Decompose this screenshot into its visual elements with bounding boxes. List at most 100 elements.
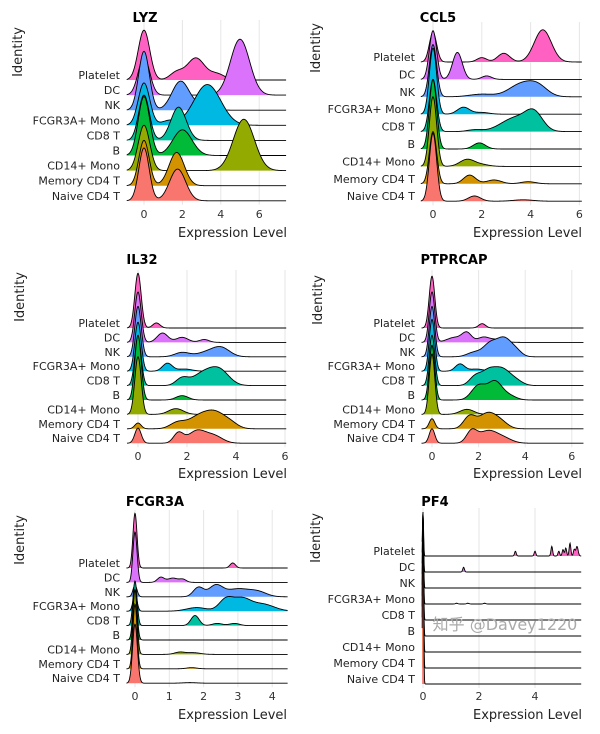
ridge-cd8-t bbox=[420, 79, 582, 132]
ridge-outline bbox=[126, 118, 287, 172]
y-tick-label: DC bbox=[104, 571, 120, 584]
ridge-outline bbox=[421, 512, 582, 637]
ridge-outline bbox=[126, 321, 287, 372]
y-tick-label: FCGR3A+ Mono bbox=[33, 114, 121, 127]
ridge-outline bbox=[421, 512, 582, 653]
y-tick-label: Memory CD4 T bbox=[333, 418, 415, 431]
y-axis-title: Identity bbox=[13, 272, 28, 322]
ridge-naive-cd4-t bbox=[126, 428, 287, 444]
y-axis-title: Identity bbox=[11, 27, 26, 77]
ridge-fcgr3a-mono bbox=[126, 593, 288, 612]
y-tick-label: Platelet bbox=[78, 557, 120, 570]
ridge-outline bbox=[126, 82, 287, 126]
panel-title: PTPRCAP bbox=[420, 253, 487, 268]
y-tick-label: NK bbox=[400, 86, 416, 99]
ridge-outline bbox=[421, 275, 584, 329]
x-tick-label: 4 bbox=[269, 690, 276, 703]
ridge-outline bbox=[126, 623, 288, 684]
watermark: 知乎 @Davey1220 bbox=[433, 615, 578, 634]
ridge-outline bbox=[126, 305, 287, 358]
ridge-nk bbox=[422, 512, 582, 588]
ridge-outline bbox=[420, 78, 582, 133]
x-tick-label: 2 bbox=[184, 450, 191, 463]
panel-title: FCGR3A bbox=[126, 495, 184, 510]
ridge-outline bbox=[126, 583, 288, 598]
ridge-outline bbox=[126, 336, 287, 387]
panel-title: IL32 bbox=[126, 253, 157, 268]
y-tick-label: CD14+ Mono bbox=[342, 641, 415, 654]
ridge-outline bbox=[421, 512, 582, 589]
y-tick-label: DC bbox=[104, 331, 120, 344]
y-tick-label: CD14+ Mono bbox=[47, 160, 120, 173]
x-tick-label: 6 bbox=[282, 450, 289, 463]
ridge-nk bbox=[126, 584, 288, 597]
ridge-b bbox=[126, 335, 287, 400]
ridge-memory-cd4-t bbox=[420, 131, 582, 184]
panel-title: LYZ bbox=[132, 11, 157, 26]
x-tick-label: 4 bbox=[233, 450, 240, 463]
ridge-outline bbox=[420, 30, 582, 80]
ridge-cd14-mono bbox=[126, 119, 287, 171]
y-tick-label: B bbox=[112, 389, 120, 402]
ridge-memory-cd4-t bbox=[126, 604, 288, 669]
y-tick-label: Naive CD4 T bbox=[347, 190, 415, 203]
ridge-outline bbox=[126, 409, 287, 430]
y-tick-label: Naive CD4 T bbox=[347, 432, 415, 445]
y-axis-title: Identity bbox=[13, 515, 28, 565]
x-tick-label: 6 bbox=[576, 208, 583, 221]
y-tick-label: Memory CD4 T bbox=[333, 657, 415, 670]
panel-pf4: 0 2 4 Platelet DC NK FCGR3A+ Mono CD8 T B CD14+ M… bbox=[309, 495, 582, 723]
x-tick-label: 4 bbox=[217, 208, 224, 221]
y-tick-label: CD8 T bbox=[87, 615, 121, 628]
ridge-platelet bbox=[126, 513, 288, 568]
ridge-outline bbox=[126, 147, 287, 202]
ridge-outline bbox=[420, 131, 582, 185]
x-tick-label: 3 bbox=[234, 690, 241, 703]
x-tick-label: 2 bbox=[200, 690, 207, 703]
ridge-naive-cd4-t bbox=[421, 428, 584, 444]
y-tick-label: FCGR3A+ Mono bbox=[33, 600, 121, 613]
ridge-dc bbox=[126, 532, 288, 583]
y-tick-label: FCGR3A+ Mono bbox=[328, 103, 416, 116]
y-tick-label: Memory CD4 T bbox=[38, 658, 120, 671]
y-tick-label: Platelet bbox=[78, 69, 120, 82]
ridge-platelet bbox=[421, 276, 584, 328]
x-axis-title: Expression Level bbox=[473, 226, 582, 241]
y-tick-label: Naive CD4 T bbox=[52, 432, 120, 445]
ridge-outline bbox=[126, 29, 287, 81]
ridge-outline bbox=[421, 512, 582, 557]
y-tick-label: Platelet bbox=[373, 545, 415, 558]
ridge-cd8-t bbox=[126, 336, 287, 386]
ridge-outline bbox=[126, 139, 287, 187]
ridge-naive-cd4-t bbox=[420, 133, 582, 202]
y-tick-label: CD8 T bbox=[382, 121, 416, 134]
y-tick-label: NK bbox=[105, 99, 121, 112]
y-tick-label: CD14+ Mono bbox=[47, 403, 120, 416]
y-tick-label: B bbox=[407, 625, 415, 638]
ridge-outline bbox=[126, 291, 287, 343]
panel-lyz: 0 2 4 6 Platelet DC NK FCGR3A+ Mono CD8 T B CD14+ … bbox=[11, 11, 287, 241]
ridge-outline bbox=[421, 353, 584, 415]
y-tick-label: DC bbox=[399, 68, 415, 81]
ridge-dc bbox=[421, 291, 584, 343]
y-tick-label: B bbox=[112, 145, 120, 158]
y-tick-label: CD14+ Mono bbox=[342, 155, 415, 168]
y-tick-label: B bbox=[407, 138, 415, 151]
y-tick-label: CD8 T bbox=[87, 129, 121, 142]
y-tick-label: Memory CD4 T bbox=[333, 173, 415, 186]
ridge-fcgr3a-mono bbox=[422, 512, 582, 604]
ridge-memory-cd4-t bbox=[421, 412, 584, 429]
y-tick-label: CD8 T bbox=[382, 609, 416, 622]
ridge-dc bbox=[420, 30, 582, 80]
x-tick-label: 2 bbox=[476, 690, 483, 703]
ridge-outline bbox=[420, 132, 582, 202]
y-tick-label: DC bbox=[399, 331, 415, 344]
ridge-cd14-mono bbox=[126, 356, 287, 415]
y-axis-title: Identity bbox=[309, 513, 324, 563]
ridge-outline bbox=[421, 334, 584, 387]
ridge-naive-cd4-t bbox=[126, 147, 287, 201]
y-axis-title: Identity bbox=[309, 23, 324, 73]
ridge-outline bbox=[126, 588, 288, 655]
ridge-dc bbox=[126, 39, 287, 96]
